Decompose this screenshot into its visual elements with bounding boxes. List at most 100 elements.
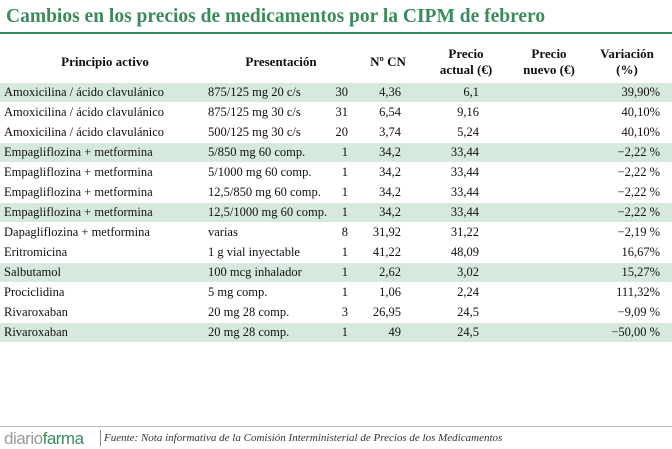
row-highlight xyxy=(0,143,672,162)
table-cell: 111,32% xyxy=(616,285,660,299)
table-cell: 6,54 xyxy=(379,105,401,119)
row-highlight xyxy=(0,83,672,102)
header-cell: actual (€) xyxy=(439,62,493,77)
table-cell: 500/125 mg 30 c/s xyxy=(208,125,301,139)
table-cell: 15,27% xyxy=(621,265,660,279)
table-cell: Empagliflozina + metformina xyxy=(4,205,153,219)
table-cell: 6,1 xyxy=(463,85,479,99)
table-cell: Amoxicilina / ácido clavulánico xyxy=(4,125,165,139)
table-cell: 33,44 xyxy=(450,145,479,159)
table-cell: 875/125 mg 20 c/s xyxy=(208,85,301,99)
table-cell: 9,16 xyxy=(457,105,479,119)
table-cell: 100 mcg inhalador xyxy=(208,265,302,279)
table-cell: −2,19 % xyxy=(617,225,660,239)
table-cell: 24,5 xyxy=(457,325,479,339)
table-cell: Empagliflozina + metformina xyxy=(4,165,153,179)
logo: diariofarma xyxy=(4,429,84,449)
table-cell: 33,44 xyxy=(450,185,479,199)
table-cell: −2,22 % xyxy=(617,205,660,219)
table-cell: −50,00 % xyxy=(611,325,660,339)
table-cell: Amoxicilina / ácido clavulánico xyxy=(4,85,165,99)
table-cell: Prociclidina xyxy=(4,285,65,299)
row-highlight xyxy=(0,263,672,282)
table-cell: 1 xyxy=(341,165,348,179)
logo-part: farma xyxy=(42,429,84,448)
table-cell: −2,22 % xyxy=(617,185,660,199)
table-cell: Amoxicilina / ácido clavulánico xyxy=(4,105,165,119)
table-cell: 26,95 xyxy=(372,305,401,319)
table-cell: 875/125 mg 30 c/s xyxy=(208,105,301,119)
footer-separator xyxy=(100,430,101,446)
header-cell: Precio xyxy=(448,46,484,61)
footer-rule xyxy=(0,426,672,427)
table-cell: −2,22 % xyxy=(617,165,660,179)
table-cell: 5,24 xyxy=(457,125,479,139)
table-cell: 1 xyxy=(341,145,348,159)
table-cell: 1 xyxy=(341,245,348,259)
table-cell: 3,74 xyxy=(379,125,401,139)
header-cell: nuevo (€) xyxy=(523,62,575,77)
table-cell: 31 xyxy=(335,105,349,119)
table-cell: varias xyxy=(208,225,238,239)
table-cell: 5/850 mg 60 comp. xyxy=(208,145,306,159)
table-cell: 12,5/850 mg 60 comp. xyxy=(208,185,321,199)
table-cell: Salbutamol xyxy=(4,265,61,279)
header-cell: Variación xyxy=(600,46,654,61)
table-cell: 1 g vial inyectable xyxy=(208,245,300,259)
table-cell: 34,2 xyxy=(379,165,401,179)
table-cell: −2,22 % xyxy=(617,145,660,159)
table-cell: Empagliflozina + metformina xyxy=(4,145,153,159)
table-cell: 12,5/1000 mg 60 comp. xyxy=(208,205,328,219)
table-cell: 3 xyxy=(341,305,348,319)
table-cell: 31,22 xyxy=(450,225,479,239)
table-cell: 1 xyxy=(341,285,348,299)
header-cell: Presentación xyxy=(245,54,317,69)
table-cell: Rivaroxaban xyxy=(4,325,68,339)
table-cell: 20 mg 28 comp. xyxy=(208,305,290,319)
table-cell: Empagliflozina + metformina xyxy=(4,185,153,199)
table-cell: 1,06 xyxy=(379,285,401,299)
table-cell: 31,92 xyxy=(372,225,401,239)
table-cell: 41,22 xyxy=(372,245,401,259)
table-cell: 34,2 xyxy=(379,145,401,159)
title: Cambios en los precios de medicamentos p… xyxy=(6,6,546,27)
table-cell: 48,09 xyxy=(450,245,479,259)
table-cell: 5/1000 mg 60 comp. xyxy=(208,165,312,179)
table-cell: 39,90% xyxy=(621,85,660,99)
source: Fuente: Nota informativa de la Comisión … xyxy=(104,432,503,444)
table-cell: 49 xyxy=(388,325,402,339)
table-cell: 2,62 xyxy=(379,265,401,279)
table-cell: 2,24 xyxy=(457,285,479,299)
table-cell: Dapagliflozina + metformina xyxy=(4,225,150,239)
table-cell: 3,02 xyxy=(457,265,479,279)
table-cell: 40,10% xyxy=(621,125,660,139)
header-cell: Precio xyxy=(531,46,567,61)
row-highlight xyxy=(0,323,672,342)
table-cell: 8 xyxy=(341,225,348,239)
table-cell: 34,2 xyxy=(379,205,401,219)
table-cell: Rivaroxaban xyxy=(4,305,68,319)
header-cell: (%) xyxy=(616,62,638,77)
table-cell: 40,10% xyxy=(621,105,660,119)
table-cell: 20 xyxy=(335,125,349,139)
table-cell: 24,5 xyxy=(457,305,479,319)
logo-part: diario xyxy=(4,429,43,448)
table-cell: −9,09 % xyxy=(617,305,660,319)
table-cell: 30 xyxy=(335,85,349,99)
table-cell: 5 mg comp. xyxy=(208,285,268,299)
row-highlight xyxy=(0,203,672,222)
table-cell: 20 mg 28 comp. xyxy=(208,325,290,339)
header-cell: Principio activo xyxy=(61,54,149,69)
header-cell: Nº CN xyxy=(370,54,406,69)
table-cell: 1 xyxy=(341,265,348,279)
table-cell: 1 xyxy=(341,325,348,339)
table-cell: 16,67% xyxy=(621,245,660,259)
table-cell: Eritromicina xyxy=(4,245,68,259)
table-cell: 4,36 xyxy=(379,85,401,99)
table-cell: 33,44 xyxy=(450,205,479,219)
title-rule xyxy=(0,32,672,34)
table-cell: 34,2 xyxy=(379,185,401,199)
table-cell: 1 xyxy=(341,205,348,219)
